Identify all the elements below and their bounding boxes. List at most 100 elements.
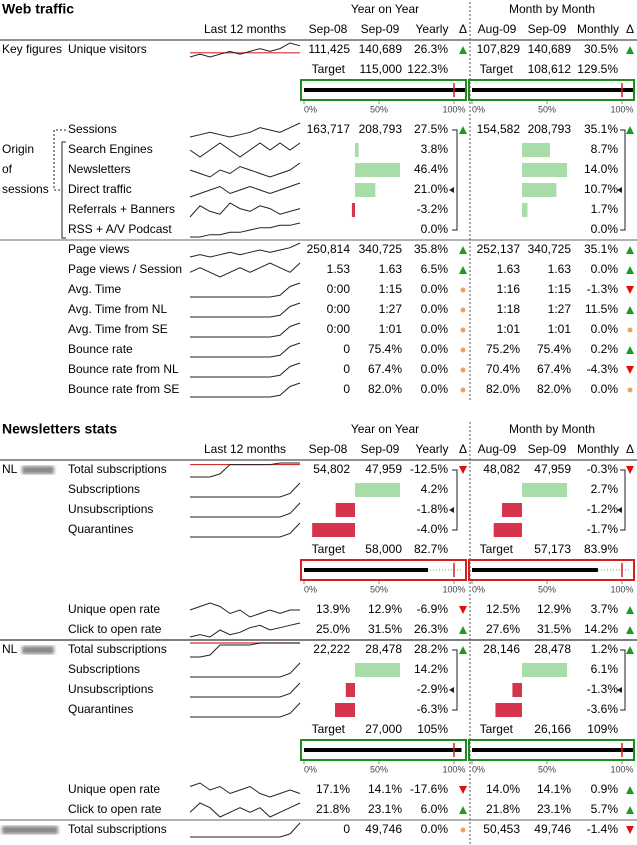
- group-label: of: [2, 162, 13, 176]
- target-cell: 27,000: [365, 722, 402, 736]
- mom-heading: Month by Month: [509, 2, 595, 16]
- sparkline: [190, 382, 301, 398]
- sparkline: [190, 362, 301, 378]
- metric-value: 111,425: [308, 42, 350, 56]
- metric-value: 5.7%: [591, 802, 619, 816]
- sparkline: [189, 202, 301, 218]
- sparkline: [190, 302, 301, 318]
- metric-value: 14.2%: [584, 622, 618, 636]
- progress-tick-label: 100%: [442, 764, 465, 774]
- component-value: 1.7%: [591, 202, 619, 216]
- sparkline: [190, 702, 301, 718]
- metric-value: 27.6%: [486, 622, 520, 636]
- sum-bracket: [452, 469, 458, 531]
- change-bar: [355, 183, 376, 197]
- metric-label: Avg. Time from SE: [68, 322, 168, 336]
- target-cell: Target: [312, 542, 346, 556]
- progress-frame: [300, 739, 467, 761]
- sum-bracket: [620, 129, 626, 231]
- trend-up: [459, 646, 467, 654]
- change-bar: [312, 523, 355, 537]
- metric-value: -1.4%: [587, 822, 619, 836]
- component-value: 10.7%: [584, 182, 618, 196]
- trend-up: [459, 626, 467, 634]
- sparkline: [190, 642, 300, 658]
- metric-value: 1:01: [497, 322, 521, 336]
- target-cell: Target: [480, 542, 514, 556]
- column-heading: Sep-08: [309, 22, 348, 36]
- metric-value: 0.0%: [591, 382, 619, 396]
- trend-up: [626, 346, 634, 354]
- progress-frame: [300, 79, 467, 101]
- component-value: 2.7%: [591, 482, 619, 496]
- spark-heading: Last 12 months: [204, 442, 286, 456]
- metric-value: 82.0%: [368, 382, 402, 396]
- metric-value: 21.8%: [316, 802, 350, 816]
- metric-value: 31.5%: [537, 622, 571, 636]
- target-cell: Target: [312, 722, 346, 736]
- progress-tick-label: 50%: [370, 764, 388, 774]
- trend-down: [626, 366, 634, 374]
- sparkline: [190, 822, 301, 838]
- metric-value: 0.0%: [421, 282, 449, 296]
- sparkline: [190, 522, 301, 538]
- change-bar: [493, 523, 522, 537]
- progress-frame: [468, 79, 635, 101]
- component-label: Subscriptions: [68, 662, 140, 676]
- sum-arrow: [449, 187, 454, 193]
- target-cell: 57,173: [534, 542, 571, 556]
- metric-value: -17.6%: [410, 782, 448, 796]
- metric-value: 1.63: [548, 262, 572, 276]
- metric-value: 67.4%: [368, 362, 402, 376]
- metric-value: 1:27: [379, 302, 403, 316]
- metric-value: 1:15: [379, 282, 403, 296]
- progress-tick-label: 100%: [610, 764, 633, 774]
- metric-value: 17.1%: [316, 782, 350, 796]
- change-bar: [351, 203, 355, 217]
- sparkline: [189, 802, 301, 818]
- metric-value: -1.3%: [587, 282, 619, 296]
- metric-value: 6.5%: [421, 262, 449, 276]
- metric-value: 0.0%: [421, 822, 449, 836]
- metric-value: 252,137: [477, 242, 521, 256]
- column-heading: Δ: [459, 22, 467, 36]
- trend-flat: [460, 827, 466, 833]
- sparkline: [190, 682, 301, 698]
- component-value: 0.0%: [591, 222, 619, 236]
- sparkline: [190, 342, 301, 358]
- sum-arrow: [617, 687, 622, 693]
- target-cell: 109%: [587, 722, 618, 736]
- trend-up: [626, 606, 634, 614]
- component-value: 4.2%: [421, 482, 449, 496]
- metric-value: 1:16: [497, 282, 521, 296]
- change-bar: [522, 663, 567, 677]
- metric-value: 12.5%: [486, 602, 520, 616]
- metric-value: 0: [343, 342, 350, 356]
- redacted-name: [22, 646, 54, 654]
- progress-bar: [472, 568, 598, 572]
- change-bar: [355, 143, 359, 157]
- metric-label: Total subscriptions: [68, 462, 167, 476]
- target-cell: 82.7%: [414, 542, 448, 556]
- metric-label: Click to open rate: [68, 802, 162, 816]
- metric-value: 47,959: [365, 462, 402, 476]
- sparkline: [190, 482, 301, 498]
- metric-value: 0.0%: [591, 262, 619, 276]
- trend-down: [459, 606, 467, 614]
- trend-up: [626, 266, 634, 274]
- metric-value: 0.0%: [591, 322, 619, 336]
- component-value: -3.6%: [587, 702, 619, 716]
- column-heading: Yearly: [416, 22, 449, 36]
- target-cell: 129.5%: [577, 62, 618, 76]
- change-bar: [522, 183, 557, 197]
- metric-value: 31.5%: [368, 622, 402, 636]
- progress-tick-label: 50%: [538, 104, 556, 114]
- sparkline: [189, 182, 301, 198]
- metric-value: 28.2%: [414, 642, 448, 656]
- metric-value: 49,746: [365, 822, 402, 836]
- component-value: 3.8%: [421, 142, 449, 156]
- component-label: Quarantines: [68, 702, 133, 716]
- metric-value: 21.8%: [486, 802, 520, 816]
- trend-up: [459, 46, 467, 54]
